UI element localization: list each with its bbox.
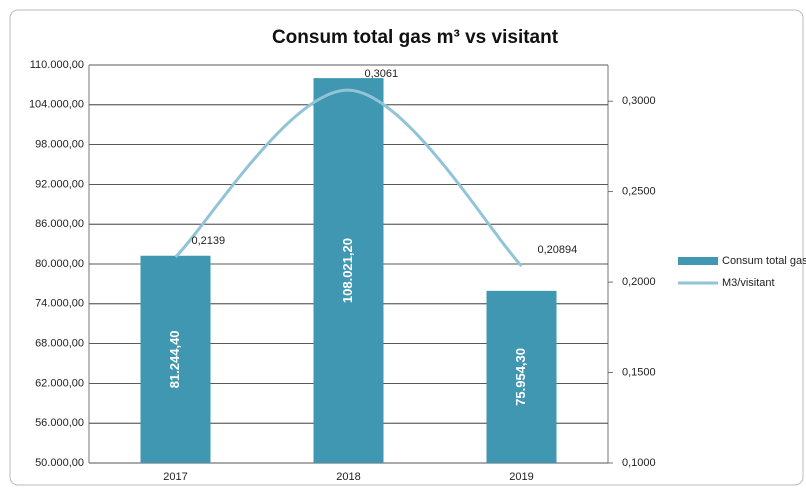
- y-tick-label: 92.000,00: [35, 178, 84, 190]
- legend-label: M3/visitant: [722, 277, 775, 289]
- x-tick-label: 2017: [163, 471, 187, 483]
- bar: [313, 78, 384, 463]
- bar: [486, 290, 557, 463]
- line-label: 0,2139: [192, 235, 226, 247]
- y2-tick-label: 0,1500: [622, 366, 656, 378]
- y2-tick-label: 0,2500: [622, 186, 656, 198]
- y-tick-label: 68.000,00: [35, 338, 84, 350]
- y-tick-label: 98.000,00: [35, 139, 84, 151]
- line-label: 0,20894: [538, 244, 578, 256]
- y-tick-label: 56.000,00: [35, 417, 84, 429]
- bar-label: 81.244,40: [167, 330, 182, 388]
- chart-frame: [9, 9, 804, 486]
- bar-label: 108.021,20: [340, 238, 355, 303]
- y-tick-label: 80.000,00: [35, 258, 84, 270]
- y2-tick-label: 0,1000: [622, 457, 656, 469]
- legend-label: Consum total gas m3: [722, 255, 806, 267]
- chart-title: Consum total gas m³ vs visitant: [272, 27, 559, 48]
- x-tick-label: 2018: [336, 471, 360, 483]
- y2-tick-label: 0,2000: [622, 276, 656, 288]
- line: [174, 88, 523, 267]
- line-label: 0,3061: [365, 68, 399, 80]
- y-tick-label: 62.000,00: [35, 377, 84, 389]
- y-tick-label: 110.000,00: [30, 59, 84, 71]
- legend-swatch: [678, 257, 718, 265]
- y2-tick-label: 0,3000: [622, 95, 656, 107]
- x-tick-label: 2019: [509, 471, 533, 483]
- bar-label: 75.954,30: [513, 348, 528, 406]
- y-tick-label: 104.000,00: [29, 99, 84, 111]
- bar: [140, 255, 211, 463]
- y-tick-label: 50.000,00: [35, 457, 84, 469]
- y-tick-label: 74.000,00: [35, 298, 84, 310]
- y-tick-label: 86.000,00: [35, 218, 84, 230]
